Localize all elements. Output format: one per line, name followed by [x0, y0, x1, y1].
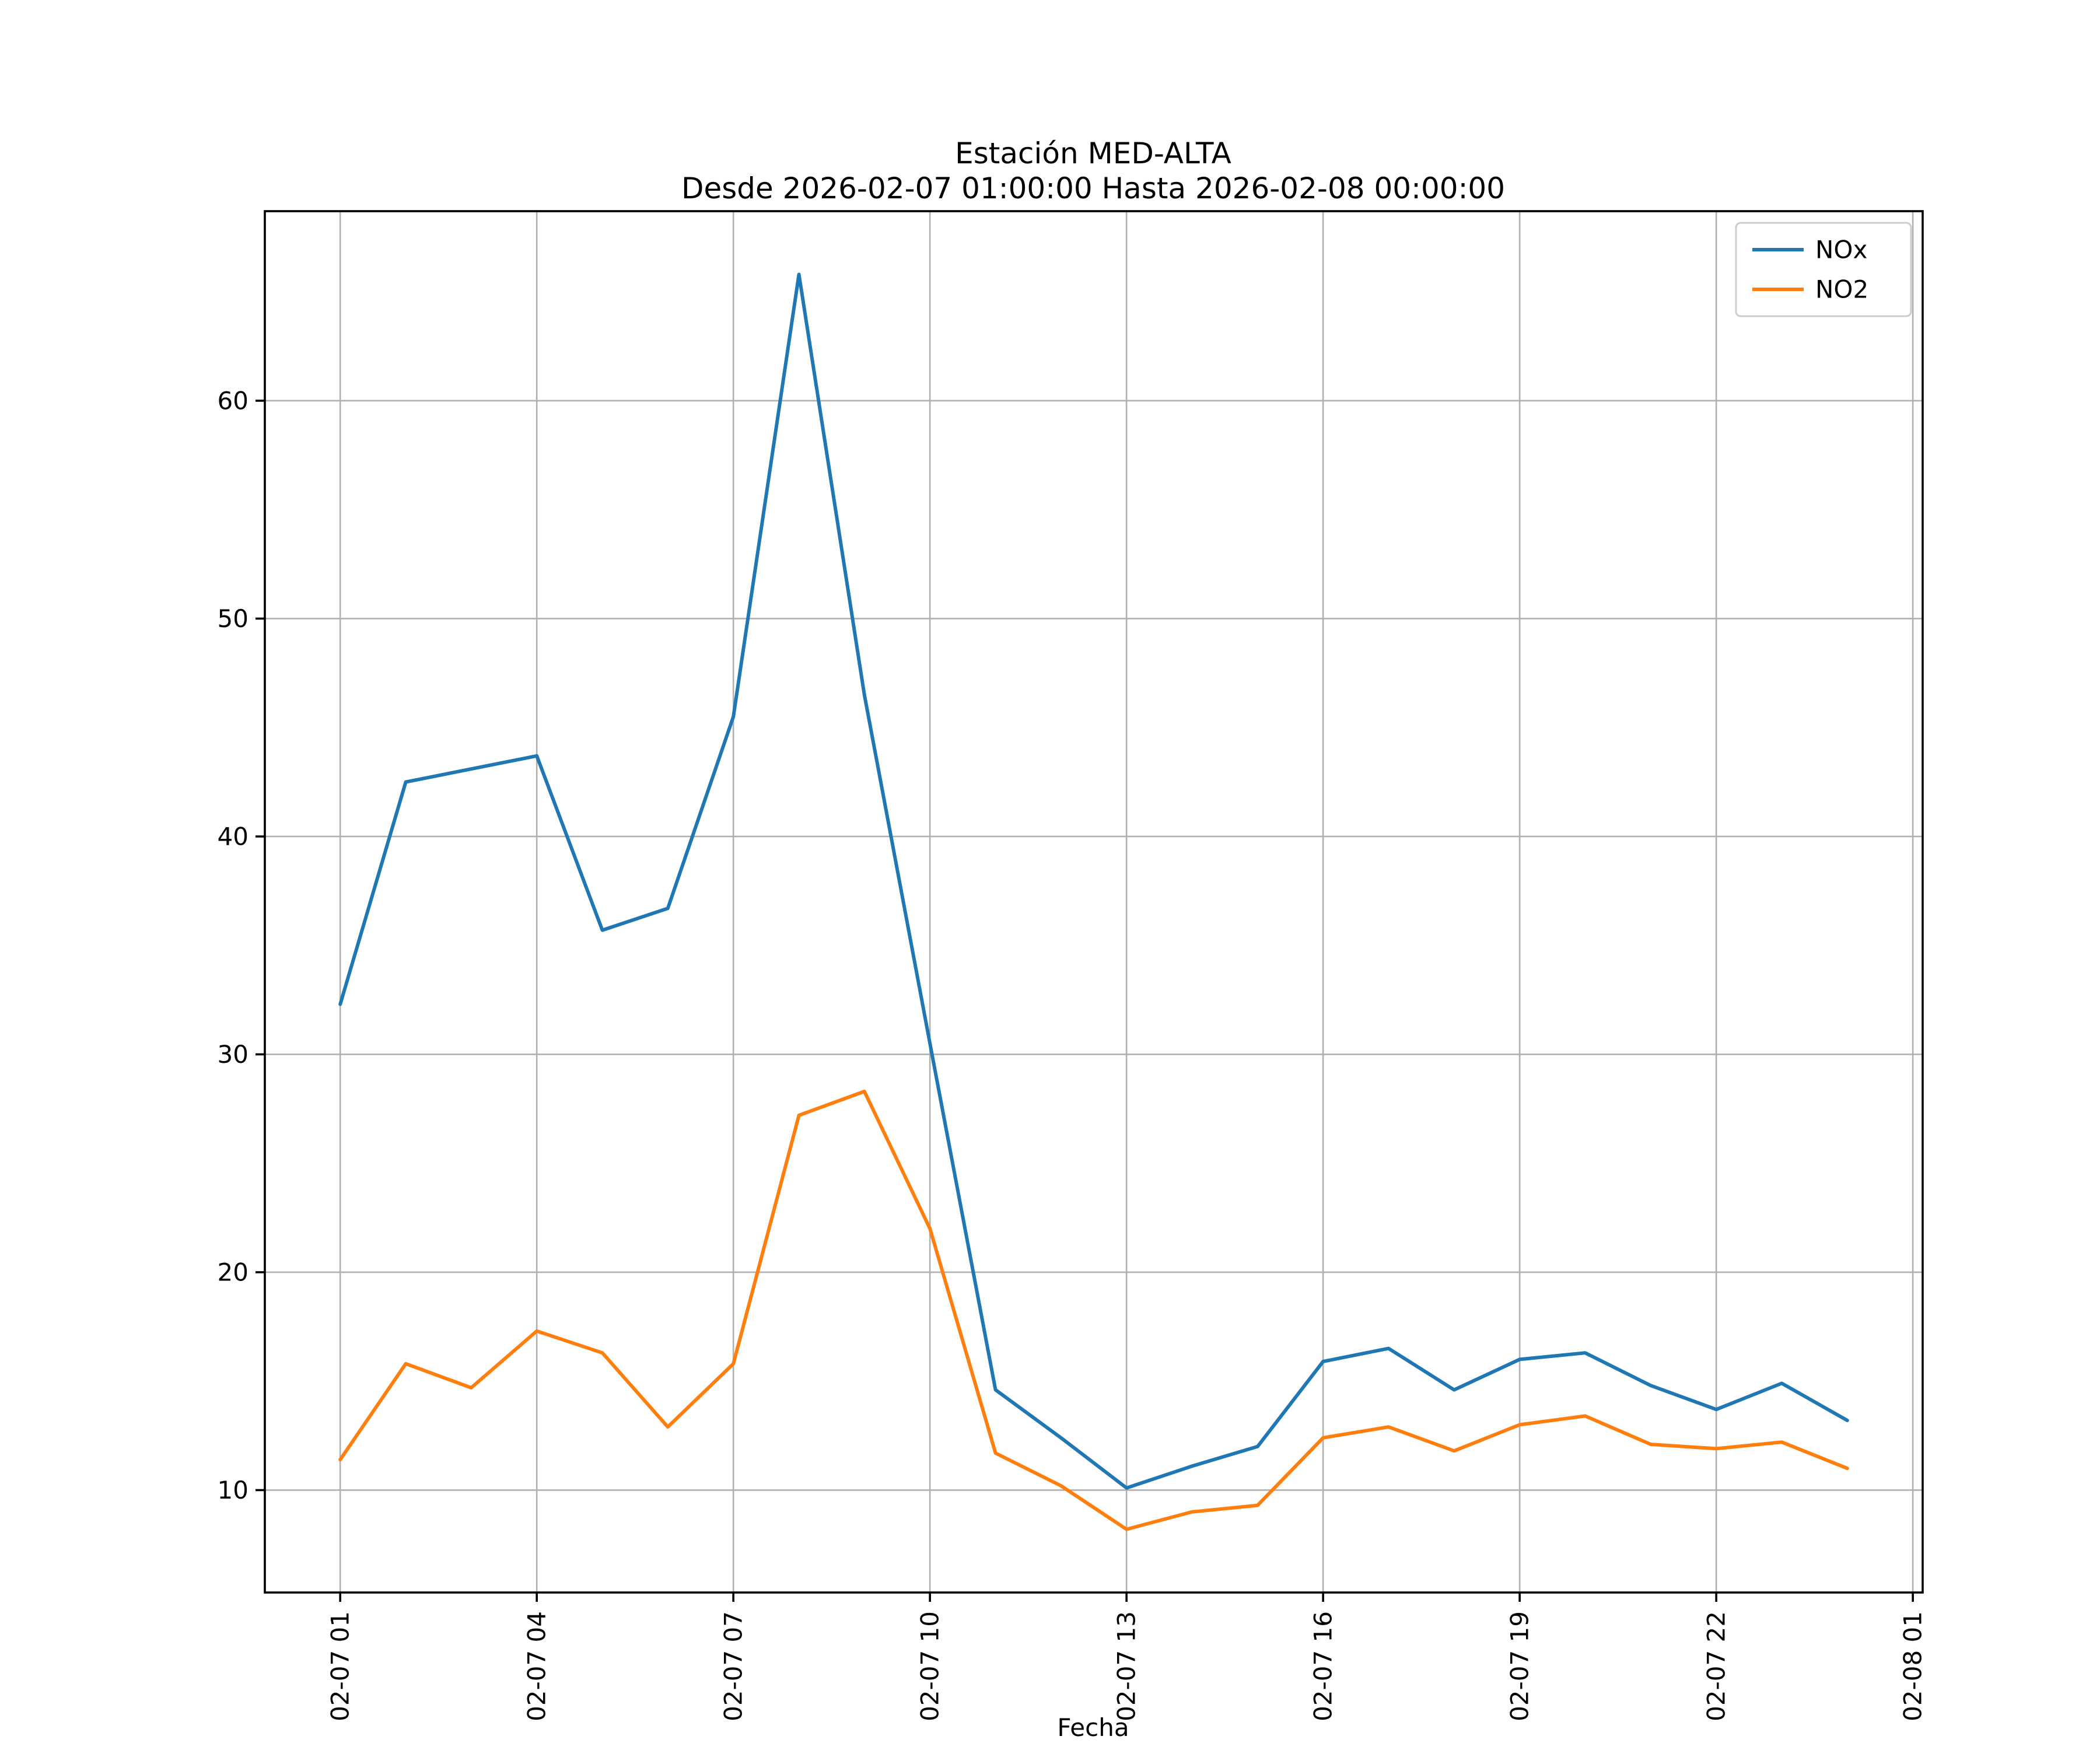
chart-title-line2: Desde 2026-02-07 01:00:00 Hasta 2026-02-… — [681, 172, 1505, 205]
x-tick-label: 02-07 04 — [523, 1611, 551, 1721]
x-tick-label: 02-08 01 — [1899, 1611, 1927, 1721]
series-lines — [338, 272, 1849, 1531]
legend-label-nox: NOx — [1815, 236, 1867, 264]
axes: 02-07 01 02-07 04 02-07 07 02-07 10 02-07 13… — [218, 210, 1927, 1721]
y-tick-label: 10 — [218, 1476, 249, 1504]
chart-title-line1: Estación MED-ALTA — [955, 136, 1231, 170]
y-tick-label: 20 — [218, 1258, 249, 1286]
legend: NOx NO2 — [1735, 222, 1912, 317]
legend-label-no2: NO2 — [1815, 275, 1868, 304]
y-tick-label: 40 — [218, 822, 249, 850]
x-tick-label: 02-07 19 — [1506, 1611, 1534, 1721]
gridlines — [265, 211, 1923, 1592]
series-line-no2 — [338, 1090, 1849, 1531]
legend-box — [1735, 222, 1912, 317]
plot-border — [264, 210, 1924, 1594]
x-tick-label: 02-07 07 — [719, 1611, 748, 1721]
x-axis-label: Fecha — [1057, 1713, 1129, 1742]
x-tick-label: 02-07 10 — [916, 1611, 944, 1721]
x-tick-label: 02-07 01 — [326, 1611, 355, 1721]
series-line-nox — [338, 272, 1849, 1490]
y-tick-label: 50 — [218, 604, 249, 633]
x-tick-label: 02-07 22 — [1702, 1611, 1731, 1721]
y-tick-label: 30 — [218, 1040, 249, 1069]
x-tick-label: 02-07 13 — [1112, 1611, 1141, 1721]
x-tick-label: 02-07 16 — [1309, 1611, 1338, 1721]
y-tick-label: 60 — [218, 386, 249, 415]
